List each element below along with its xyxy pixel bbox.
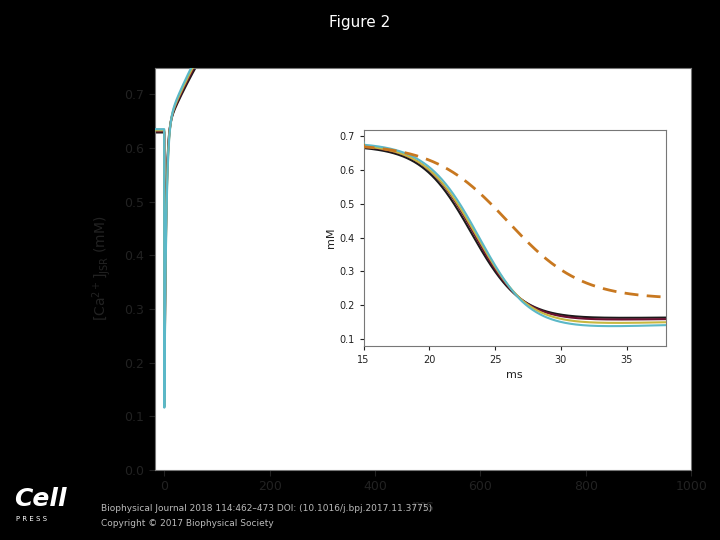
Y-axis label: mM: mM — [326, 227, 336, 248]
Text: P R E S S: P R E S S — [16, 516, 47, 523]
Text: Copyright © 2017 Biophysical Society: Copyright © 2017 Biophysical Society — [101, 519, 274, 528]
Y-axis label: $[\mathrm{Ca}^{2+}]_\mathrm{JSR}$ (mM): $[\mathrm{Ca}^{2+}]_\mathrm{JSR}$ (mM) — [91, 216, 113, 321]
Text: Figure 2: Figure 2 — [329, 15, 391, 30]
Text: Cell: Cell — [14, 488, 67, 511]
Text: Biophysical Journal 2018 114:462–473 DOI: (10.1016/j.bpj.2017.11.3775): Biophysical Journal 2018 114:462–473 DOI… — [101, 504, 432, 513]
X-axis label: ms: ms — [506, 370, 523, 380]
X-axis label: ms: ms — [412, 499, 434, 514]
